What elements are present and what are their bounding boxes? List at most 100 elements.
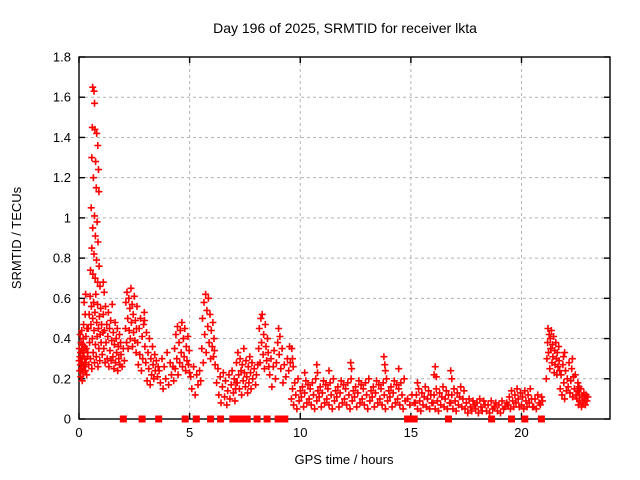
data-point-plus [543,355,551,363]
data-point-plus [95,188,103,196]
data-point-plus [555,357,563,365]
data-point-plus [521,387,529,395]
data-point-plus [526,385,534,393]
data-point-plus [93,256,100,264]
data-point-plus [176,327,184,334]
data-point-plus [381,405,389,413]
data-point-plus [135,325,143,332]
data-point-plus [352,383,360,391]
x-tick-label: 0 [75,425,82,440]
data-point-plus [531,395,539,403]
data-point-plus [316,383,324,391]
x-tick-label: 5 [186,425,193,440]
data-point-plus [477,403,485,411]
data-point-plus [312,375,320,383]
data-point-zero-square [229,415,237,423]
data-point-plus [111,319,119,326]
data-point-plus [557,371,565,379]
data-point-plus [511,391,519,399]
y-tick-label: 1 [64,210,71,225]
data-point-plus [256,359,264,367]
data-point-plus [194,381,202,389]
data-point-zero-square [488,415,496,423]
data-point-plus [567,377,575,385]
data-point-plus [559,361,567,369]
data-point-plus [472,405,480,413]
data-point-plus [532,405,540,413]
data-point-plus [108,337,116,345]
data-point-plus [505,393,513,401]
data-point-plus [133,302,141,310]
data-point-zero-square [155,415,163,423]
data-point-plus [147,355,155,363]
data-point-plus [196,367,204,375]
data-point-zero-square [445,415,452,423]
data-point-plus [103,355,111,363]
data-point-plus [236,355,244,363]
data-point-plus [136,351,144,359]
data-point-plus [226,395,234,403]
data-point-plus [160,363,168,371]
data-point-plus [534,391,542,399]
data-point-plus [584,393,592,401]
data-point-plus [304,381,312,389]
data-point-plus [430,391,438,399]
data-point-plus [581,401,589,409]
data-point-zero-square [537,415,545,423]
data-point-plus [431,363,439,371]
data-point-plus [564,383,572,391]
data-point-plus [358,395,366,403]
data-point-plus [247,385,255,393]
data-point-plus [321,399,329,407]
data-point-plus [461,405,469,413]
data-point-plus [171,365,179,373]
data-point-plus [92,353,100,361]
data-point-plus [103,321,111,328]
data-point-plus [448,375,456,383]
data-point-plus [144,349,152,357]
data-point-plus [338,399,346,407]
data-point-plus [508,387,515,395]
data-point-plus [134,339,142,347]
data-point-plus [172,331,180,338]
data-point-plus [568,365,576,373]
data-point-plus [238,361,246,369]
data-point-plus [227,381,235,389]
data-point-plus [126,335,134,343]
data-point-plus [140,308,148,316]
data-point-plus [182,367,190,375]
y-tick-label: 0.4 [53,331,71,346]
data-point-plus [469,397,477,405]
data-point-plus [92,290,100,298]
data-point-zero-square [238,415,246,423]
data-point-plus [556,367,564,375]
data-point-plus [127,319,135,326]
data-point-plus [179,335,187,343]
data-point-plus [279,379,287,387]
data-point-plus [113,325,121,332]
data-point-plus [495,401,503,409]
data-point-plus [122,298,130,306]
data-point-plus [113,349,121,357]
data-point-plus [347,359,355,367]
data-point-plus [395,365,403,373]
data-point-plus [310,391,317,399]
data-point-plus [556,385,564,393]
data-point-plus [107,357,115,365]
data-point-plus [175,339,183,347]
data-point-plus [81,367,89,375]
data-point-plus [123,288,131,296]
data-point-plus [114,367,122,375]
data-point-plus [348,397,356,405]
data-point-plus [115,355,123,363]
data-point-plus [329,375,337,383]
data-point-plus [101,359,109,367]
data-point-zero-square [243,415,251,423]
data-point-plus [211,361,219,369]
data-point-plus [224,387,232,395]
data-point-plus [91,308,99,316]
data-point-plus [177,349,185,357]
data-point-plus [549,353,557,361]
data-point-plus [90,298,98,306]
data-point-plus [363,391,371,399]
